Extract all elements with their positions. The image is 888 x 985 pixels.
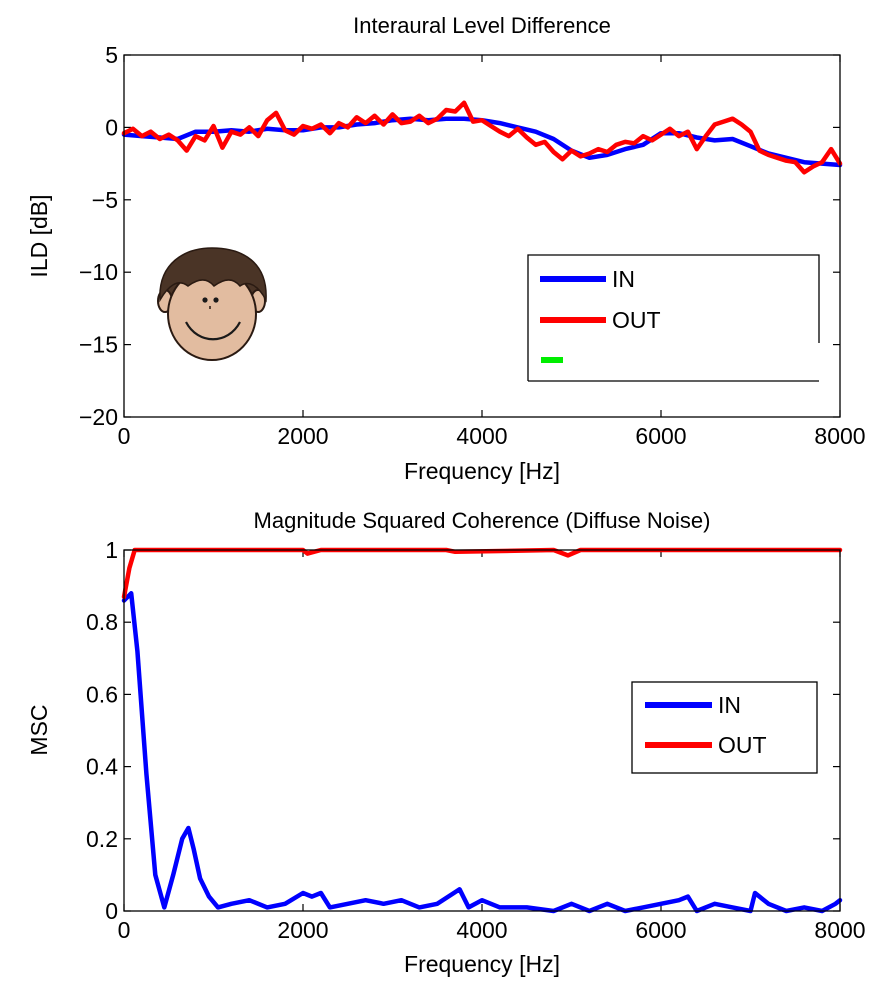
legend: IN OUT: [527, 254, 824, 382]
x-tick-label: 0: [118, 917, 131, 943]
chart-title: Magnitude Squared Coherence (Diffuse Noi…: [254, 508, 711, 533]
series-line-in: [121, 591, 843, 914]
x-tick-label: 2000: [277, 917, 328, 943]
x-tick-label: 6000: [635, 917, 686, 943]
series-line-out: [121, 100, 843, 175]
x-axis-label: Frequency [Hz]: [404, 458, 560, 484]
y-tick-label: 1: [105, 537, 118, 563]
y-tick-label: −20: [79, 404, 118, 430]
y-tick-label: −15: [79, 332, 118, 358]
y-tick-label: −10: [79, 259, 118, 285]
legend: IN OUT: [631, 681, 818, 774]
y-axis-label: MSC: [26, 704, 52, 755]
y-tick-label: 0.4: [86, 754, 118, 780]
x-tick-label: 8000: [814, 423, 865, 449]
tick-group: 0 2000 4000 6000 8000 5 0 −5 −10 −15 −20: [79, 42, 866, 449]
y-tick-label: 5: [105, 42, 118, 68]
x-tick-label: 6000: [635, 423, 686, 449]
tick-group: 0 2000 4000 6000 8000 1 0.8 0.6 0.4 0.2 0: [86, 537, 866, 943]
y-tick-label: 0: [105, 114, 118, 140]
series-group: [121, 100, 843, 175]
y-tick-label: −5: [92, 187, 118, 213]
x-tick-label: 0: [118, 423, 131, 449]
y-tick-label: 0: [105, 898, 118, 924]
axes-frame: [123, 54, 841, 418]
x-axis-label: Frequency [Hz]: [404, 951, 560, 977]
head-icon: [157, 247, 267, 361]
chart-title: Interaural Level Difference: [353, 13, 611, 38]
y-tick-label: 0.2: [86, 826, 118, 852]
y-tick-label: 0.8: [86, 609, 118, 635]
y-axis-label: ILD [dB]: [26, 194, 52, 277]
legend-label-in: IN: [612, 266, 635, 292]
x-tick-label: 8000: [814, 917, 865, 943]
chart-ild: Interaural Level Difference 0 2000 4000 600…: [26, 13, 866, 484]
chart-msc: Magnitude Squared Coherence (Diffuse Noi…: [26, 508, 866, 977]
y-tick-label: 0.6: [86, 681, 118, 707]
x-tick-label: 2000: [277, 423, 328, 449]
plot-area: [124, 55, 840, 417]
x-tick-label: 4000: [456, 917, 507, 943]
legend-label-out: OUT: [612, 307, 661, 333]
legend-label-out: OUT: [718, 732, 767, 758]
axes-frame: [123, 549, 841, 912]
legend-label-in: IN: [718, 692, 741, 718]
x-tick-label: 4000: [456, 423, 507, 449]
